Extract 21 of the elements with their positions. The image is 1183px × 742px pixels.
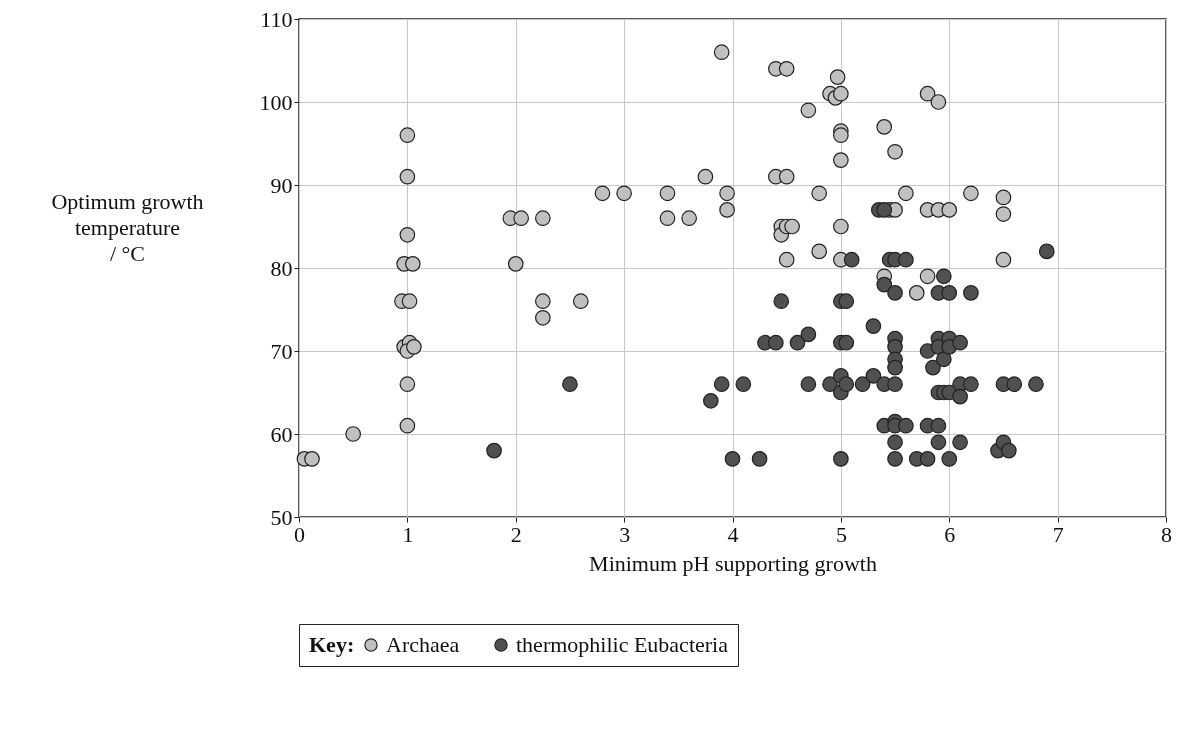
legend-label: thermophilic Eubacteria [516, 632, 729, 657]
y-tick-label: 100 [259, 89, 293, 115]
y-tick-label: 70 [270, 338, 293, 364]
x-tick-label: 1 [402, 521, 414, 547]
x-tick-label: 8 [1161, 521, 1172, 547]
legend-label: Archaea [386, 632, 460, 657]
y-tick-label: 80 [270, 255, 293, 281]
y-tick-label: 60 [270, 421, 293, 447]
y-tick-label: 90 [270, 172, 293, 198]
x-axis-title: Minimum pH supporting growth [589, 550, 877, 576]
x-tick-label: 5 [835, 521, 847, 547]
x-tick-label: 7 [1052, 521, 1064, 547]
x-tick-label: 2 [510, 521, 522, 547]
x-tick-label: 6 [944, 521, 956, 547]
x-tick-label: 3 [619, 521, 631, 547]
x-tick-label: 0 [294, 521, 305, 547]
legend-title: Key: [309, 632, 355, 657]
y-tick-label: 50 [270, 504, 293, 530]
y-axis-title: Optimum growth temperature / °C [51, 188, 204, 266]
x-tick-label: 4 [727, 521, 739, 547]
y-tick-label: 110 [260, 6, 293, 32]
